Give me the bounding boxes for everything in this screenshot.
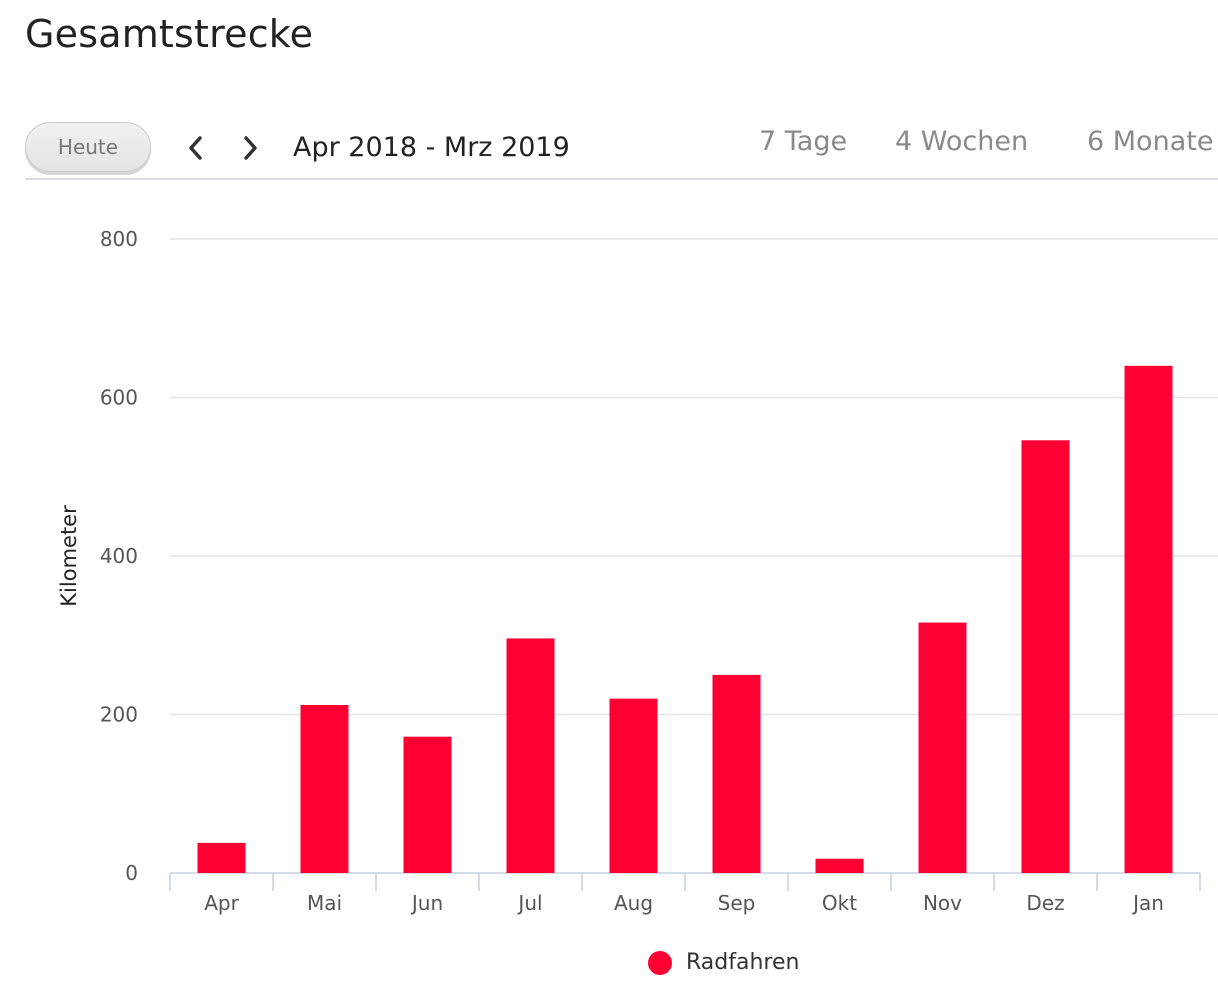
legend-label: Radfahren: [686, 950, 800, 975]
x-tick-label: Jun: [410, 891, 443, 915]
bar[interactable]: [1124, 365, 1173, 873]
x-tick-label: Apr: [204, 891, 239, 915]
y-tick-label: 200: [100, 703, 138, 727]
bar[interactable]: [1021, 440, 1070, 873]
bar[interactable]: [300, 704, 349, 873]
prev-period-button[interactable]: [178, 128, 214, 168]
chevron-right-icon: [244, 136, 257, 160]
x-tick-label: Nov: [923, 891, 962, 915]
next-period-button[interactable]: [232, 128, 268, 168]
bar[interactable]: [403, 736, 452, 873]
x-tick-label: Okt: [822, 891, 857, 915]
y-tick-label: 800: [100, 227, 138, 251]
y-tick-label: 0: [125, 861, 138, 885]
bar[interactable]: [918, 622, 967, 873]
bar[interactable]: [712, 674, 761, 873]
page-title: Gesamtstrecke: [25, 12, 314, 56]
tab-7-days[interactable]: 7 Tage: [759, 126, 848, 157]
bar[interactable]: [815, 858, 864, 873]
chart-toolbar: Heute Apr 2018 - Mrz 2019 7 Tage 4 Woche…: [25, 122, 1218, 180]
x-tick-label: Sep: [718, 891, 756, 915]
x-tick-label: Dez: [1026, 891, 1064, 915]
bar[interactable]: [506, 638, 555, 873]
x-tick-label: Jan: [1131, 891, 1164, 915]
y-tick-label: 400: [100, 544, 138, 568]
chart-legend[interactable]: Radfahren: [648, 950, 799, 975]
date-range-label: Apr 2018 - Mrz 2019: [293, 132, 570, 163]
tab-6-months[interactable]: 6 Monate: [1087, 126, 1214, 157]
legend-marker: [648, 950, 672, 975]
x-tick-label: Aug: [614, 891, 653, 915]
bar[interactable]: [197, 842, 246, 873]
today-button[interactable]: Heute: [25, 122, 151, 172]
bar[interactable]: [609, 698, 658, 873]
x-tick-label: Mai: [307, 891, 342, 915]
y-tick-label: 600: [100, 386, 138, 410]
chevron-left-icon: [189, 136, 202, 160]
y-axis-title: Kilometer: [57, 505, 81, 607]
x-tick-label: Jul: [516, 891, 542, 915]
tab-4-weeks[interactable]: 4 Wochen: [895, 126, 1029, 157]
